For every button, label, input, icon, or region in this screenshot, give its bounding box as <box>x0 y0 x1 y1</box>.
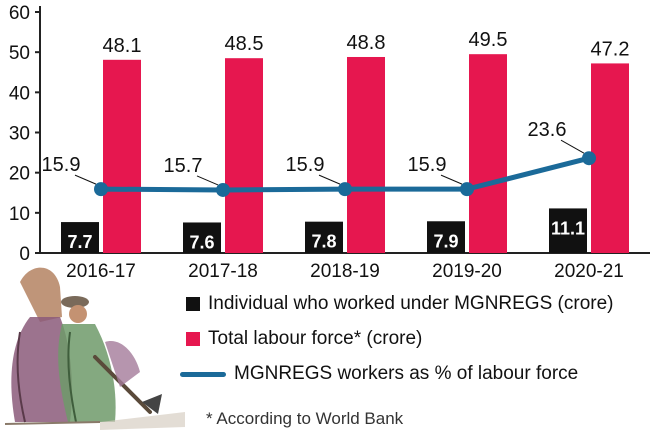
bar-workers-label: 7.9 <box>433 231 458 251</box>
bar-workers-label: 7.6 <box>189 232 214 252</box>
bar-labour-force-label: 48.5 <box>225 33 264 55</box>
legend-label-line: MGNREGS workers as % of labour force <box>234 363 579 384</box>
line-point-label: 15.9 <box>286 154 325 176</box>
line-point-label: 15.7 <box>164 155 203 177</box>
y-tick-label: 20 <box>9 164 30 185</box>
bar-labour-force-label: 48.1 <box>103 35 142 57</box>
bar-labour-force <box>225 58 263 253</box>
legend-item-line: MGNREGS workers as % of labour force <box>180 362 578 386</box>
line-point <box>338 182 352 197</box>
y-tick-label: 40 <box>9 83 30 104</box>
bar-labour-force <box>469 54 507 253</box>
bar-workers <box>427 221 465 253</box>
bar-workers-label: 7.7 <box>67 232 92 252</box>
bar-workers <box>305 221 343 253</box>
y-tick-label: 0 <box>19 244 30 265</box>
bar-workers-label: 7.8 <box>311 232 336 252</box>
bar-workers <box>61 222 99 253</box>
legend-label-red-bar: Total labour force* (crore) <box>208 328 423 349</box>
x-tick-label: 2016-17 <box>66 261 136 282</box>
bar-labour-force <box>591 63 629 254</box>
legend-swatch-black <box>186 297 200 311</box>
x-tick-label: 2020-21 <box>554 261 624 282</box>
line-point-label: 23.6 <box>528 119 567 141</box>
x-tick-label: 2019-20 <box>432 261 502 282</box>
bar-workers <box>549 208 587 253</box>
line-point-label: 15.9 <box>408 154 447 176</box>
bar-workers-label: 11.1 <box>551 218 585 238</box>
x-tick-label: 2018-19 <box>310 261 380 282</box>
bar-labour-force-label: 48.8 <box>347 32 386 54</box>
bar-labour-force <box>103 59 141 253</box>
y-tick-label: 60 <box>9 3 30 24</box>
line-label-leader <box>196 175 219 186</box>
line-point <box>216 182 230 197</box>
women-laborers-illustration <box>4 267 185 430</box>
y-tick-label: 50 <box>9 43 30 64</box>
y-tick-label: 30 <box>9 124 30 145</box>
line-point <box>94 182 108 197</box>
bar-labour-force <box>347 56 385 254</box>
bar-line-chart: 0 10 20 30 40 50 60 7.7 48.1 2016-17 7.6 48.5 2017-1… <box>9 3 650 282</box>
line-point <box>460 182 474 197</box>
line-label-leader <box>74 174 97 185</box>
legend-swatch-red <box>186 332 200 346</box>
x-tick-label: 2017-18 <box>188 261 258 282</box>
bar-workers <box>183 222 221 253</box>
line-label-leader <box>318 174 341 185</box>
y-tick-label: 10 <box>9 204 30 225</box>
bar-labour-force-label: 49.5 <box>469 29 508 51</box>
legend-label-black-bar: Individual who worked under MGNREGS (cro… <box>208 293 614 314</box>
bar-labour-force-label: 47.2 <box>591 38 630 60</box>
legend-item-red-bar: Total labour force* (crore) <box>186 327 422 351</box>
line-label-leader <box>440 174 463 185</box>
footnote: * According to World Bank <box>206 409 404 428</box>
legend-swatch-line <box>180 371 226 377</box>
line-label-leader <box>560 139 585 154</box>
line-point <box>582 151 596 166</box>
line-point-label: 15.9 <box>42 154 81 176</box>
legend-item-black-bar: Individual who worked under MGNREGS (cro… <box>186 292 614 316</box>
